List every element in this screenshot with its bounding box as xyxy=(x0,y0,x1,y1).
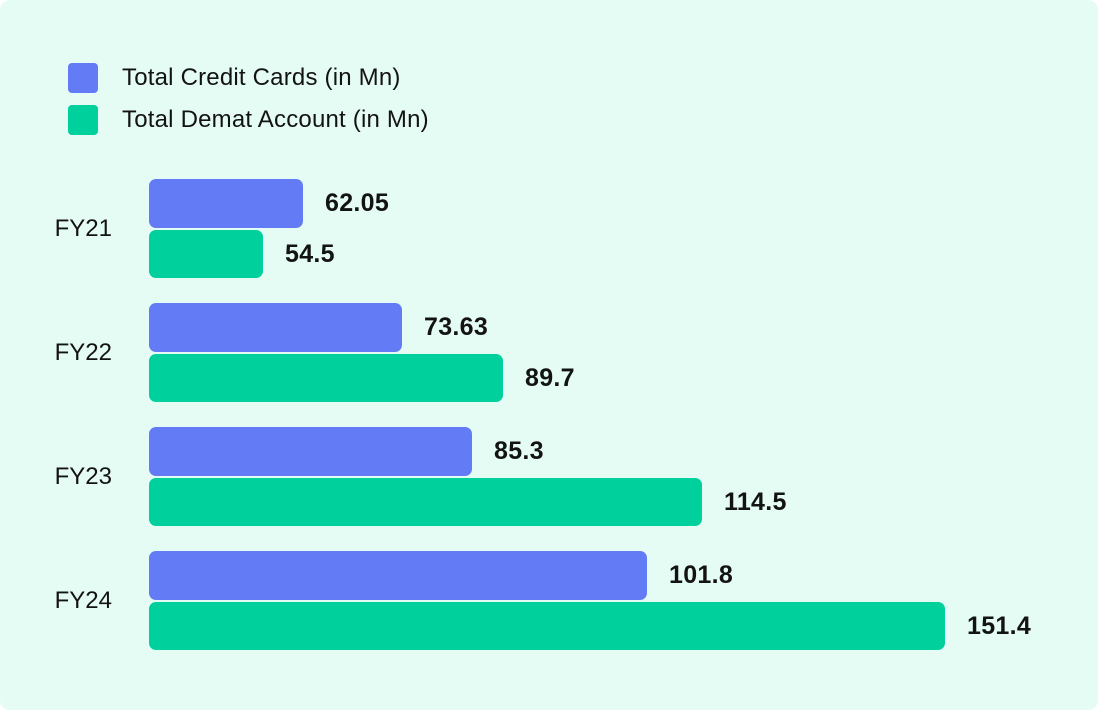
legend-item-credit-cards: Total Credit Cards (in Mn) xyxy=(68,63,429,93)
bar-demat-account xyxy=(149,230,263,278)
category-label: FY23 xyxy=(54,462,112,490)
chart-row: FY22 73.63 89.7 xyxy=(0,303,1098,402)
legend-label-demat-account: Total Demat Account (in Mn) xyxy=(122,106,429,133)
legend-label-credit-cards: Total Credit Cards (in Mn) xyxy=(122,64,401,91)
legend-item-demat-account: Total Demat Account (in Mn) xyxy=(68,105,429,135)
chart-row: FY24 101.8 151.4 xyxy=(0,551,1098,650)
value-label: 114.5 xyxy=(724,487,787,516)
bar-credit-cards xyxy=(149,551,647,600)
bar-line: 114.5 xyxy=(149,478,1098,526)
category-label: FY22 xyxy=(54,338,112,366)
value-label: 101.8 xyxy=(669,561,734,589)
value-label: 62.05 xyxy=(325,189,390,217)
category-label: FY21 xyxy=(54,214,112,242)
bar-credit-cards xyxy=(149,427,472,476)
bar-demat-account xyxy=(149,354,503,402)
bar-credit-cards xyxy=(149,303,402,352)
bar-credit-cards xyxy=(149,179,303,228)
value-label: 54.5 xyxy=(285,239,335,268)
legend-swatch-credit-cards-icon xyxy=(68,63,98,93)
value-label: 85.3 xyxy=(494,437,544,465)
bar-line: 151.4 xyxy=(149,602,1098,650)
category-label: FY24 xyxy=(54,586,112,614)
bar-line: 89.7 xyxy=(149,354,1098,402)
bar-line: 62.05 xyxy=(149,179,1098,228)
bar-line: 101.8 xyxy=(149,551,1098,600)
chart-row: FY21 62.05 54.5 xyxy=(0,179,1098,278)
bar-line: 85.3 xyxy=(149,427,1098,476)
value-label: 89.7 xyxy=(525,363,575,392)
bar-line: 54.5 xyxy=(149,230,1098,278)
value-label: 73.63 xyxy=(424,313,489,341)
legend: Total Credit Cards (in Mn) Total Demat A… xyxy=(68,63,429,135)
chart-row: FY23 85.3 114.5 xyxy=(0,427,1098,526)
chart-rows: FY21 62.05 54.5 FY22 73.63 89.7 FY23 85.3 114.5 F… xyxy=(0,179,1098,650)
value-label: 151.4 xyxy=(967,611,1032,640)
bar-line: 73.63 xyxy=(149,303,1098,352)
bar-demat-account xyxy=(149,602,945,650)
legend-swatch-demat-account-icon xyxy=(68,105,98,135)
bar-demat-account xyxy=(149,478,702,526)
